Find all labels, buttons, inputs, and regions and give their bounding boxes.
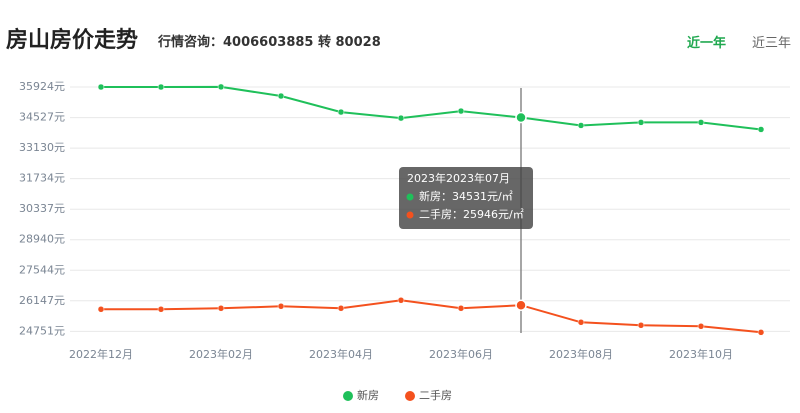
data-point (217, 305, 225, 312)
legend-label: 二手房 (419, 388, 452, 402)
y-tick-label: 33130元 (19, 141, 65, 154)
data-point (337, 108, 345, 116)
y-tick-label: 24751元 (19, 324, 65, 337)
x-tick-label: 2022年12月 (69, 347, 133, 361)
y-tick-label: 31734元 (19, 172, 65, 185)
data-point (457, 107, 465, 115)
tab[interactable]: 近三年 (752, 36, 792, 51)
y-tick-label: 34527元 (19, 111, 65, 124)
data-point (637, 322, 645, 329)
tooltip-marker (406, 211, 414, 219)
data-point (97, 306, 105, 313)
tab[interactable]: 近一年 (687, 36, 727, 51)
data-point (637, 119, 645, 126)
y-tick-label: 26147元 (19, 294, 65, 307)
data-point (757, 126, 765, 133)
tooltip-box (399, 167, 533, 229)
legend-marker (343, 391, 353, 401)
data-point (577, 319, 585, 326)
data-point (697, 323, 705, 330)
data-point (577, 122, 585, 129)
x-tick-label: 2023年10月 (669, 347, 733, 361)
y-tick-label: 28940元 (19, 233, 65, 246)
data-point (337, 305, 345, 312)
data-point (397, 114, 405, 122)
tooltip-marker (406, 193, 414, 201)
x-tick-label: 2023年02月 (189, 347, 253, 361)
y-tick-label: 30337元 (19, 202, 65, 215)
data-point (217, 83, 225, 91)
data-point (515, 111, 527, 124)
tooltip-line: 二手房：25946元/㎡ (419, 207, 524, 221)
tooltip-line: 新房：34531元/㎡ (419, 189, 513, 203)
data-point (157, 83, 165, 91)
x-tick-label: 2023年08月 (549, 347, 613, 361)
x-tick-label: 2023年04月 (309, 347, 373, 361)
data-point (397, 297, 405, 304)
data-point (157, 306, 165, 313)
data-point (97, 83, 105, 91)
data-point (757, 329, 765, 336)
data-point (277, 92, 285, 100)
series-line (101, 299, 762, 334)
y-tick-label: 35924元 (19, 80, 65, 93)
data-point (277, 303, 285, 310)
data-point (457, 305, 465, 312)
data-point (515, 299, 527, 311)
hotline: 行情咨询：4006603885 转 80028 (158, 35, 381, 50)
series-line (101, 85, 762, 131)
page-title: 房山房价走势 (6, 28, 139, 53)
data-point (697, 119, 705, 126)
legend-marker (405, 391, 415, 401)
y-tick-label: 27544元 (19, 263, 65, 276)
x-tick-label: 2023年06月 (429, 347, 493, 361)
tooltip-title: 2023年2023年07月 (407, 171, 510, 185)
legend-label: 新房 (357, 388, 379, 402)
